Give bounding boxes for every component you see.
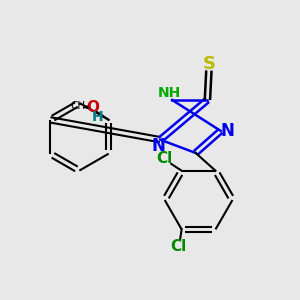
Text: N: N <box>220 122 234 140</box>
Text: S: S <box>203 55 216 73</box>
Text: N: N <box>151 137 165 155</box>
Text: Cl: Cl <box>156 151 172 166</box>
Text: Cl: Cl <box>171 239 187 254</box>
Text: CH₃: CH₃ <box>70 101 89 111</box>
Text: H: H <box>92 110 103 124</box>
Text: O: O <box>86 100 99 115</box>
Text: NH: NH <box>158 86 181 100</box>
